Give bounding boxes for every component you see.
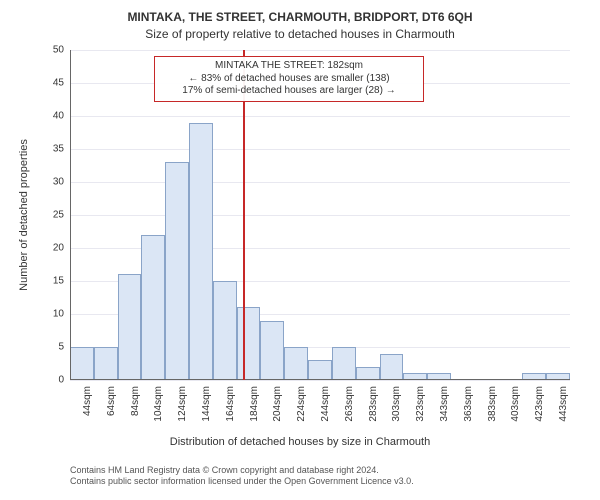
x-tick-label: 244sqm <box>320 386 331 436</box>
y-axis-line <box>70 50 71 380</box>
histogram-bar <box>165 162 189 380</box>
x-tick-label: 124sqm <box>177 386 188 436</box>
y-tick-label: 15 <box>34 276 64 287</box>
x-tick-label: 303sqm <box>391 386 402 436</box>
grid-line <box>70 215 570 216</box>
x-tick-label: 104sqm <box>153 386 164 436</box>
y-tick-label: 0 <box>34 375 64 386</box>
y-tick-label: 5 <box>34 342 64 353</box>
x-tick-label: 323sqm <box>415 386 426 436</box>
y-tick-label: 35 <box>34 144 64 155</box>
histogram-bar <box>237 307 261 380</box>
histogram-bar <box>332 347 356 380</box>
y-axis-label: Number of detached properties <box>18 50 30 380</box>
annotation-line: 17% of semi-detached houses are larger (… <box>161 85 417 98</box>
histogram-bar <box>118 274 142 380</box>
plot-area: MINTAKA THE STREET: 182sqm← 83% of detac… <box>70 50 570 380</box>
x-tick-label: 343sqm <box>439 386 450 436</box>
histogram-bar <box>141 235 165 380</box>
chart-subtitle: Size of property relative to detached ho… <box>0 27 600 41</box>
histogram-bar <box>213 281 237 380</box>
x-tick-label: 283sqm <box>368 386 379 436</box>
x-tick-label: 443sqm <box>558 386 569 436</box>
histogram-bar <box>94 347 118 380</box>
footer-attribution: Contains HM Land Registry data © Crown c… <box>70 465 414 488</box>
y-tick-label: 45 <box>34 78 64 89</box>
grid-line <box>70 380 570 381</box>
y-tick-label: 10 <box>34 309 64 320</box>
y-tick-label: 20 <box>34 243 64 254</box>
histogram-bar <box>260 321 284 380</box>
footer-line-1: Contains HM Land Registry data © Crown c… <box>70 465 414 476</box>
x-tick-label: 44sqm <box>82 386 93 436</box>
annotation-line: ← 83% of detached houses are smaller (13… <box>161 73 417 86</box>
x-tick-label: 164sqm <box>225 386 236 436</box>
grid-line <box>70 50 570 51</box>
grid-line <box>70 116 570 117</box>
histogram-bar <box>308 360 332 380</box>
histogram-bar <box>189 123 213 380</box>
x-tick-label: 64sqm <box>106 386 117 436</box>
histogram-bar <box>70 347 94 380</box>
y-tick-label: 30 <box>34 177 64 188</box>
x-tick-label: 184sqm <box>249 386 260 436</box>
x-tick-label: 263sqm <box>344 386 355 436</box>
x-tick-label: 84sqm <box>130 386 141 436</box>
x-tick-label: 363sqm <box>463 386 474 436</box>
y-tick-label: 40 <box>34 111 64 122</box>
y-tick-label: 50 <box>34 45 64 56</box>
x-tick-label: 403sqm <box>510 386 521 436</box>
x-tick-label: 383sqm <box>487 386 498 436</box>
histogram-bar <box>284 347 308 380</box>
annotation-box: MINTAKA THE STREET: 182sqm← 83% of detac… <box>154 56 424 102</box>
footer-line-2: Contains public sector information licen… <box>70 476 414 487</box>
histogram-bar <box>380 354 404 380</box>
chart-container: MINTAKA, THE STREET, CHARMOUTH, BRIDPORT… <box>0 0 600 500</box>
chart-title: MINTAKA, THE STREET, CHARMOUTH, BRIDPORT… <box>0 10 600 24</box>
grid-line <box>70 182 570 183</box>
x-axis-line <box>70 379 570 380</box>
x-tick-label: 423sqm <box>534 386 545 436</box>
annotation-line: MINTAKA THE STREET: 182sqm <box>161 60 417 73</box>
x-axis-label: Distribution of detached houses by size … <box>0 436 600 448</box>
grid-line <box>70 149 570 150</box>
x-tick-label: 204sqm <box>272 386 283 436</box>
x-tick-label: 224sqm <box>296 386 307 436</box>
x-tick-label: 144sqm <box>201 386 212 436</box>
y-tick-label: 25 <box>34 210 64 221</box>
